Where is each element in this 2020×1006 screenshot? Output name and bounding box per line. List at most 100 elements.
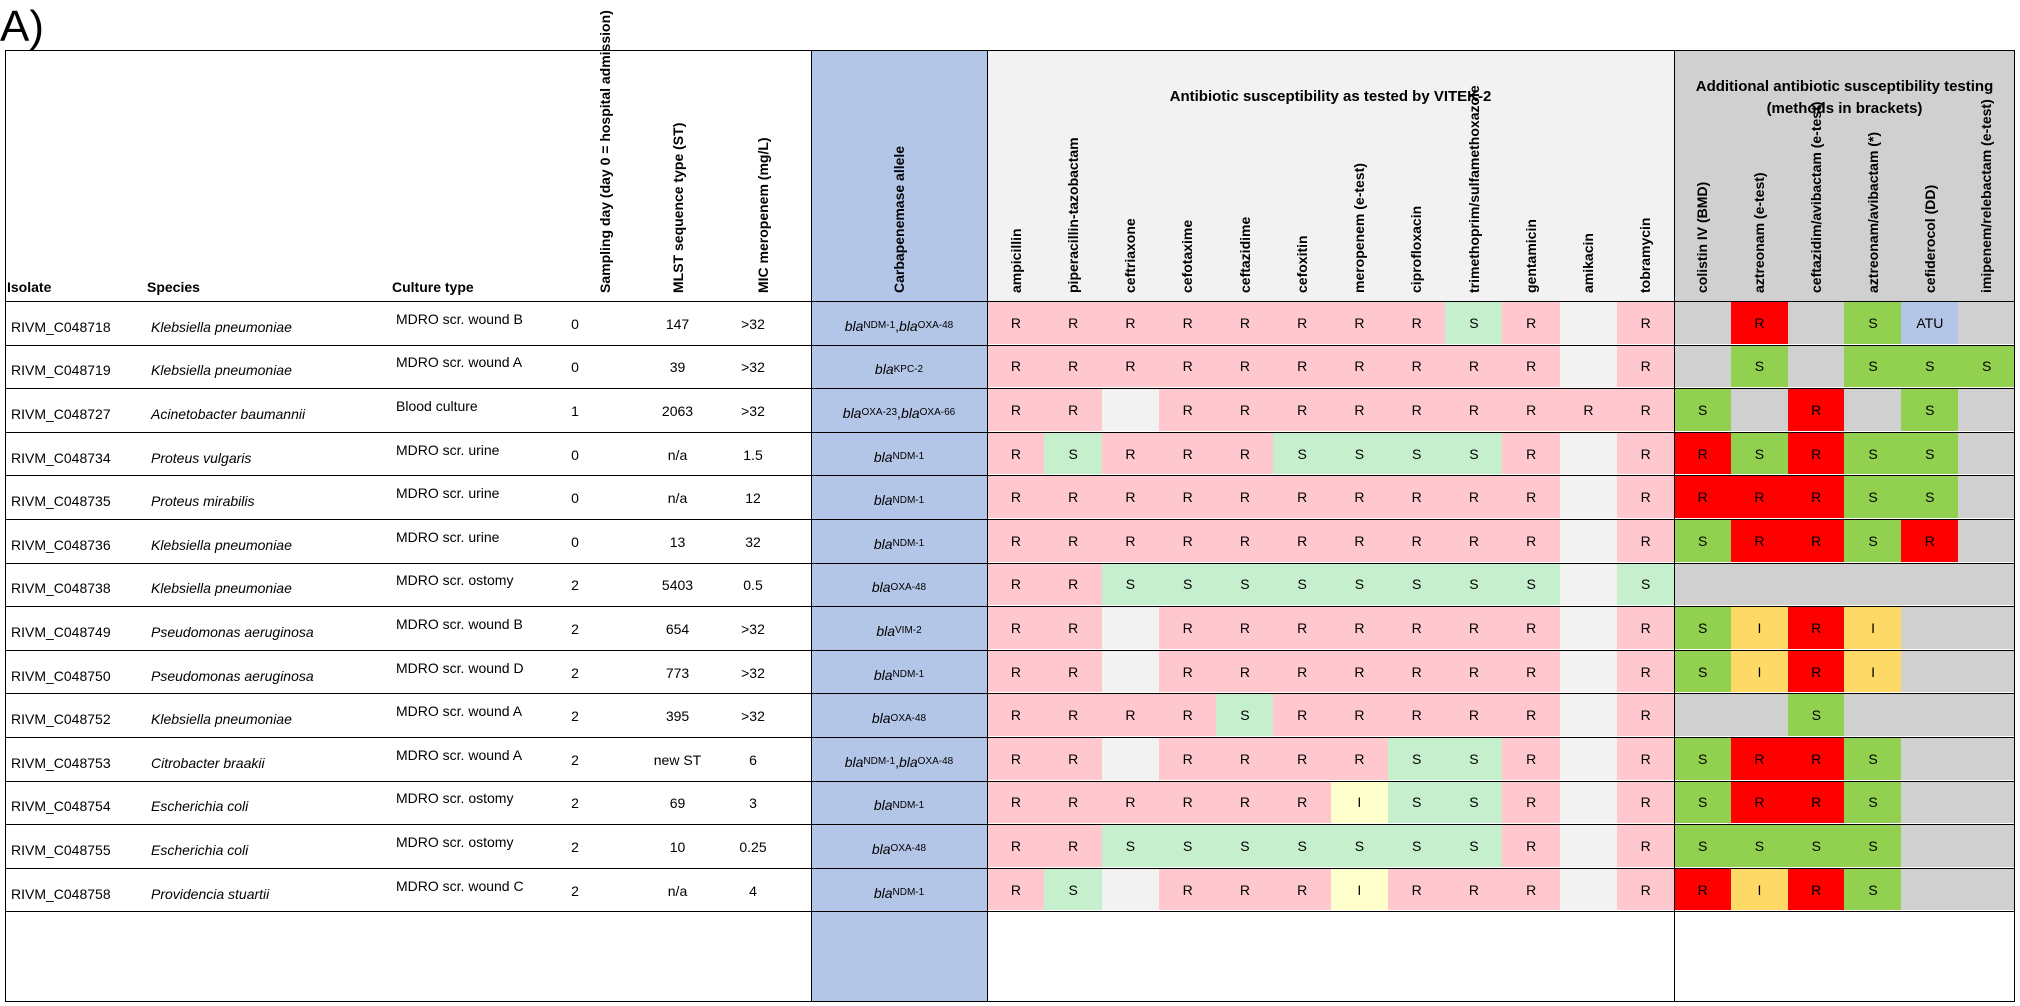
vitek-result-cell: R: [1101, 302, 1160, 344]
additional-result-cell: [1958, 476, 2016, 518]
allele-name: VIM-2: [895, 625, 922, 637]
vitek-result-cell: R: [1101, 432, 1160, 475]
sampling-day-cell: 0: [571, 315, 579, 332]
vitek-result-cell: R: [1616, 607, 1675, 649]
vitek-result-cell: R: [1387, 520, 1446, 562]
additional-result-cell: S: [1674, 650, 1732, 693]
additional-antibiotic-header: aztreonam (e-test): [1751, 172, 1768, 293]
allele-name: NDM-1: [892, 451, 925, 463]
vitek-result-cell: R: [1387, 650, 1446, 693]
vitek-result-cell: S: [1330, 432, 1389, 475]
row-divider: [5, 519, 2015, 520]
additional-result-cell: I: [1730, 868, 1789, 911]
sampling-day-cell: 2: [571, 577, 579, 594]
additional-result-cell: I: [1844, 650, 1902, 693]
vitek-result-cell: R: [1044, 694, 1102, 736]
additional-result-cell: S: [1730, 825, 1789, 867]
vitek-result-cell: R: [1502, 345, 1560, 388]
allele-cell: bla OXA-48: [811, 827, 987, 871]
row-divider: [5, 824, 2015, 826]
vitek-result-cell: R: [1616, 825, 1675, 867]
vitek-antibiotic-header: cefoxitin: [1293, 235, 1310, 293]
vitek-result-cell: R: [1044, 825, 1102, 867]
vitek-antibiotic-header: ceftazidime: [1236, 216, 1253, 293]
vitek-result-cell: S: [1330, 563, 1389, 606]
allele-name: OXA-48: [917, 320, 954, 332]
additional-result-cell: R: [1787, 650, 1845, 693]
species-cell: Klebsiella pneumoniae: [151, 362, 292, 379]
mic-cell: >32: [741, 664, 765, 681]
vitek-result-cell: R: [1445, 694, 1503, 736]
vitek-result-cell: R: [1502, 738, 1560, 780]
vitek-result-cell: R: [1216, 868, 1274, 911]
vitek-result-cell: S: [1216, 563, 1274, 606]
isolate-cell: RIVM_C048719: [11, 362, 111, 379]
vitek-result-cell: R: [1330, 607, 1389, 649]
additional-header-background: [1674, 50, 2015, 301]
sampling-day-cell: 1: [571, 402, 579, 419]
additional-result-cell: R: [1787, 476, 1845, 518]
vitek-result-cell: R: [1273, 520, 1331, 562]
vitek-result-cell: R: [1330, 302, 1389, 344]
vitek-result-cell: S: [1445, 563, 1503, 606]
additional-result-cell: I: [1730, 650, 1789, 693]
mlst-cell: 5403: [661, 577, 694, 594]
additional-result-cell: R: [1787, 607, 1845, 649]
vitek-result-cell: [1559, 825, 1618, 867]
vitek-result-cell: R: [1216, 650, 1274, 693]
bla-prefix: bla: [873, 492, 893, 509]
vitek-result-cell: R: [1330, 476, 1389, 518]
additional-result-cell: [1844, 563, 1902, 606]
bla-prefix: bla: [871, 710, 891, 727]
vitek-result-cell: R: [1502, 650, 1560, 693]
vitek-result-cell: S: [1445, 302, 1503, 344]
allele-name: OXA-23: [861, 407, 898, 419]
additional-result-cell: S: [1901, 389, 1959, 431]
vitek-result-cell: R: [1216, 781, 1274, 824]
header-divider: [5, 301, 2015, 302]
additional-result-cell: [1901, 781, 1959, 824]
vitek-antibiotic-header: cefotaxime: [1179, 219, 1196, 293]
sampling-day-cell: 2: [571, 620, 579, 637]
vitek-result-cell: R: [1044, 607, 1102, 649]
additional-result-cell: [1901, 650, 1959, 693]
vitek-result-cell: R: [1273, 781, 1331, 824]
mlst-cell: n/a: [667, 490, 688, 507]
vitek-result-cell: R: [987, 868, 1045, 911]
allele-name: OXA-48: [890, 581, 927, 593]
vitek-group-title: Antibiotic susceptibility as tested by V…: [1169, 88, 1492, 105]
allele-cell: bla KPC-2: [811, 348, 987, 392]
vitek-antibiotic-header: trimethoprim/sulfamethoxazole: [1465, 85, 1482, 293]
allele-cell: bla NDM-1: [811, 478, 987, 522]
isolate-cell: RIVM_C048734: [11, 449, 111, 466]
additional-result-cell: S: [1844, 781, 1902, 824]
vitek-result-cell: R: [1101, 520, 1160, 562]
additional-result-cell: [1674, 302, 1732, 344]
additional-result-cell: S: [1844, 345, 1902, 388]
group-separator: [987, 50, 988, 1002]
culture-cell: MDRO scr. ostomy: [396, 790, 514, 807]
vitek-result-cell: R: [1158, 520, 1217, 562]
vitek-result-cell: R: [1445, 650, 1503, 693]
vitek-result-cell: R: [1044, 563, 1102, 606]
vitek-result-cell: S: [1445, 738, 1503, 780]
mic-cell: >32: [741, 708, 765, 725]
vitek-result-cell: [1559, 607, 1618, 649]
mic-header: MIC meropenem (mg/L): [755, 137, 771, 293]
additional-result-cell: R: [1674, 868, 1732, 911]
vitek-antibiotic-header: gentamicin: [1522, 219, 1539, 293]
sampling-day-header: Sampling day (day 0 = hospital admission…: [597, 10, 613, 293]
additional-result-cell: S: [1844, 302, 1902, 344]
species-cell: Pseudomonas aeruginosa: [151, 667, 314, 684]
mic-cell: >32: [741, 359, 765, 376]
additional-result-cell: [1958, 738, 2016, 780]
row-divider: [5, 649, 2015, 651]
vitek-result-cell: S: [1216, 825, 1274, 867]
vitek-result-cell: R: [1502, 781, 1560, 824]
vitek-result-cell: R: [987, 432, 1045, 475]
vitek-result-cell: R: [1044, 345, 1102, 388]
additional-result-cell: S: [1674, 520, 1732, 562]
culture-cell: MDRO scr. wound B: [396, 310, 523, 327]
vitek-result-cell: R: [1273, 607, 1331, 649]
mlst-cell: 654: [665, 620, 690, 637]
